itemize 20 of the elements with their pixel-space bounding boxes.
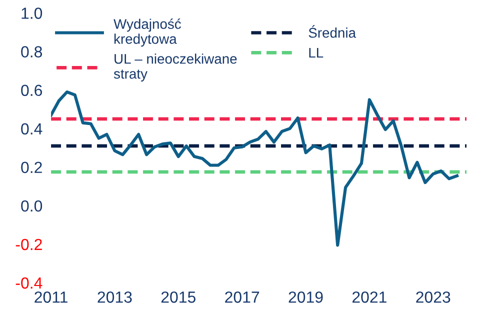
x-tick-label: 2013 [98,292,132,303]
x-tick-label: 2015 [161,292,196,303]
x-tick-label: 2011 [34,292,68,303]
x-tick-label: 2019 [288,292,323,303]
legend-label: Wydajność kredytowa [114,18,181,47]
y-tick-label: -0.2 [16,238,42,250]
x-tick-label: 2017 [225,292,260,303]
legend-label: Średnia [308,25,356,38]
y-tick-label: 0.0 [21,200,42,212]
x-tick-label: 2023 [416,292,450,303]
line-series [51,90,459,247]
y-tick-label: 0.2 [21,162,42,174]
y-tick-label: 0.8 [21,46,42,58]
legend-label: UL – nieoczekiwane straty [114,54,237,82]
legend-label: LL [309,48,324,58]
y-tick-label: 0.4 [21,123,42,135]
y-tick-label: 1.0 [22,8,42,19]
y-tick-label: 0.6 [21,84,42,96]
y-tick-label: -0.4 [16,277,42,289]
x-tick-label: 2021 [352,292,386,303]
